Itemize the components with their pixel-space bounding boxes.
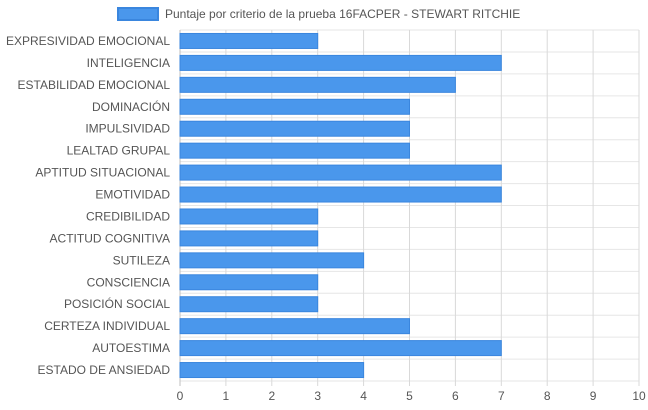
x-tick-label: 10 (632, 389, 646, 403)
bar[interactable] (179, 208, 319, 225)
bar[interactable] (179, 32, 319, 49)
x-tick-label: 6 (452, 389, 459, 403)
bar[interactable] (179, 142, 410, 159)
bar[interactable] (179, 98, 410, 115)
legend-label[interactable]: Puntaje por criterio de la prueba 16FACP… (165, 7, 520, 21)
category-label: AUTOESTIMA (92, 341, 170, 355)
category-label: CREDIBILIDAD (86, 209, 170, 223)
category-labels: EXPRESIVIDAD EMOCIONAL INTELIGENCIA ESTABI… (6, 34, 170, 377)
x-tick-label: 5 (406, 389, 413, 403)
category-label: APTITUD SITUACIONAL (35, 166, 170, 180)
bar[interactable] (179, 340, 502, 357)
bar[interactable] (179, 120, 410, 137)
x-tick-label: 4 (360, 389, 367, 403)
bar[interactable] (179, 318, 410, 335)
bar[interactable] (179, 76, 456, 93)
bar[interactable] (179, 362, 365, 379)
x-tick-label: 8 (544, 389, 551, 403)
category-label: DOMINACIÓN (92, 99, 170, 114)
category-label: ESTABILIDAD EMOCIONAL (18, 78, 171, 92)
x-tick-label: 2 (268, 389, 275, 403)
legend[interactable]: Puntaje por criterio de la prueba 16FACP… (117, 7, 520, 21)
bar[interactable] (179, 274, 319, 291)
x-tick-label: 1 (223, 389, 230, 403)
bar[interactable] (179, 230, 319, 247)
x-tick-label: 3 (314, 389, 321, 403)
bar[interactable] (179, 186, 502, 203)
x-tick-label: 9 (590, 389, 597, 403)
x-tick-label: 7 (498, 389, 505, 403)
bars (179, 32, 502, 379)
category-label: CONSCIENCIA (87, 275, 170, 289)
bar[interactable] (179, 296, 319, 313)
category-label: IMPULSIVIDAD (85, 122, 170, 136)
category-label: ESTADO DE ANSIEDAD (38, 363, 171, 377)
category-label: INTELIGENCIA (87, 56, 170, 70)
category-label: POSICIÓN SOCIAL (64, 296, 170, 311)
category-label: LEALTAD GRUPAL (67, 144, 171, 158)
x-axis-ticks: 0 1 2 3 4 5 6 7 8 9 10 (177, 389, 646, 403)
category-label: CERTEZA INDIVIDUAL (44, 319, 170, 333)
category-label: ACTITUD COGNITIVA (50, 231, 170, 245)
legend-swatch[interactable] (117, 7, 159, 21)
bar[interactable] (179, 252, 365, 269)
category-label: SUTILEZA (113, 253, 170, 267)
bar[interactable] (179, 164, 502, 181)
category-label: EXPRESIVIDAD EMOCIONAL (6, 34, 170, 48)
bar[interactable] (179, 54, 502, 71)
x-tick-label: 0 (177, 389, 184, 403)
category-label: EMOTIVIDAD (95, 188, 170, 202)
